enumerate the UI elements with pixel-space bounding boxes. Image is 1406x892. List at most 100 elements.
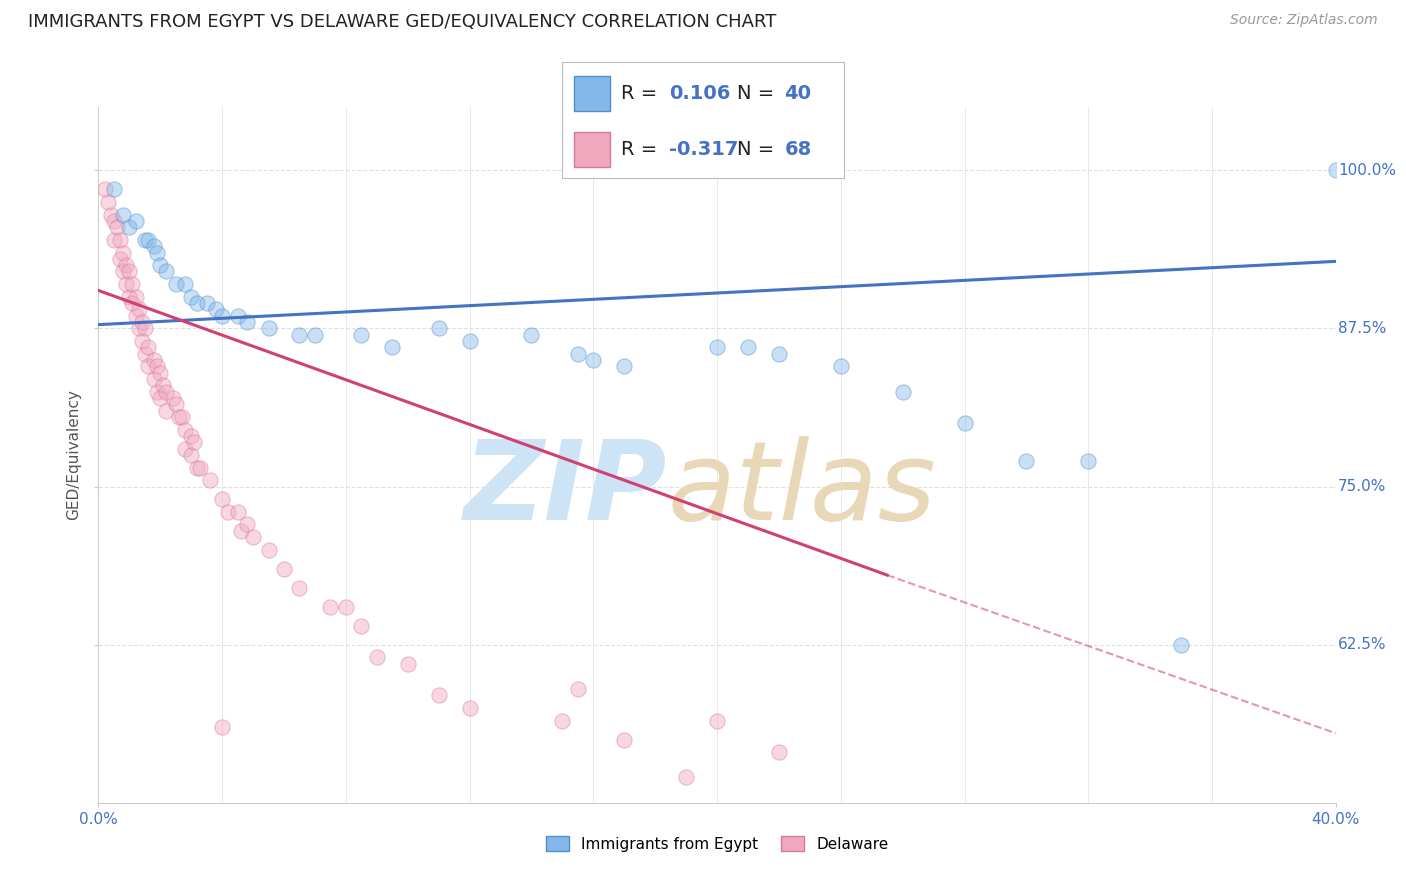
Point [180,429,202,443]
Point [768,347,790,361]
Point [675,771,697,785]
Point [582,353,605,368]
Point [174,442,197,456]
Point [830,359,852,374]
Text: IMMIGRANTS FROM EGYPT VS DELAWARE GED/EQUIVALENCY CORRELATION CHART: IMMIGRANTS FROM EGYPT VS DELAWARE GED/EQ… [28,13,776,31]
Text: 0.106: 0.106 [669,84,731,103]
Point [257,542,280,557]
Point [121,296,143,310]
Point [118,220,141,235]
Point [103,233,125,247]
Point [186,460,208,475]
Point [136,233,159,247]
Point [768,745,790,759]
Point [953,417,976,431]
Point [134,233,156,247]
Point [134,347,156,361]
Point [103,182,125,196]
Text: R =: R = [621,84,664,103]
Point [427,688,450,702]
Point [613,732,636,747]
Point [211,309,233,323]
Point [891,384,914,399]
Point [613,359,636,374]
Point [167,409,190,424]
Point [149,258,172,272]
Point [520,327,543,342]
Point [211,720,233,734]
Point [273,562,295,576]
Point [136,340,159,354]
Text: R =: R = [621,140,664,159]
Point [146,384,169,399]
Point [108,252,131,266]
Point [1324,163,1347,178]
Bar [574,77,610,112]
Point [174,423,197,437]
Point [103,214,125,228]
Point [350,618,373,632]
Point [183,435,205,450]
Point [257,321,280,335]
Point [112,264,135,278]
Point [226,505,249,519]
Text: 100.0%: 100.0% [1339,163,1396,178]
Point [143,353,166,368]
Text: N =: N = [737,84,780,103]
Point [198,473,221,487]
Point [180,448,202,462]
Point [149,391,172,405]
Point [128,302,150,317]
Point [112,208,135,222]
Point [162,391,184,405]
Point [152,378,174,392]
Point [131,315,153,329]
Point [366,650,388,665]
Point [180,290,202,304]
Point [427,321,450,335]
Point [165,397,187,411]
Point [567,347,589,361]
Point [146,245,169,260]
Point [319,599,342,614]
Text: 75.0%: 75.0% [1339,479,1386,494]
Point [1015,454,1038,468]
Text: 62.5%: 62.5% [1339,637,1386,652]
Point [97,194,120,209]
Text: N =: N = [737,140,780,159]
Point [118,264,141,278]
Point [115,258,138,272]
Point [205,302,228,317]
Point [124,214,146,228]
Point [100,208,122,222]
Y-axis label: GED/Equivalency: GED/Equivalency [66,390,82,520]
Point [304,327,326,342]
Point [170,409,193,424]
Legend: Immigrants from Egypt, Delaware: Immigrants from Egypt, Delaware [540,830,894,858]
Point [115,277,138,292]
Point [706,340,728,354]
Point [1077,454,1099,468]
Point [350,327,373,342]
Text: ZIP: ZIP [464,436,668,543]
Point [143,239,166,253]
Point [131,334,153,348]
Point [706,714,728,728]
Point [143,372,166,386]
Point [186,296,208,310]
Point [155,264,177,278]
Point [737,340,759,354]
Point [124,290,146,304]
Point [121,277,143,292]
Point [124,309,146,323]
Point [217,505,239,519]
Point [396,657,419,671]
Text: atlas: atlas [668,436,936,543]
Point [93,182,115,196]
Text: 68: 68 [785,140,811,159]
Text: -0.317: -0.317 [669,140,738,159]
Point [381,340,404,354]
Point [551,714,574,728]
Point [128,321,150,335]
Point [134,321,156,335]
